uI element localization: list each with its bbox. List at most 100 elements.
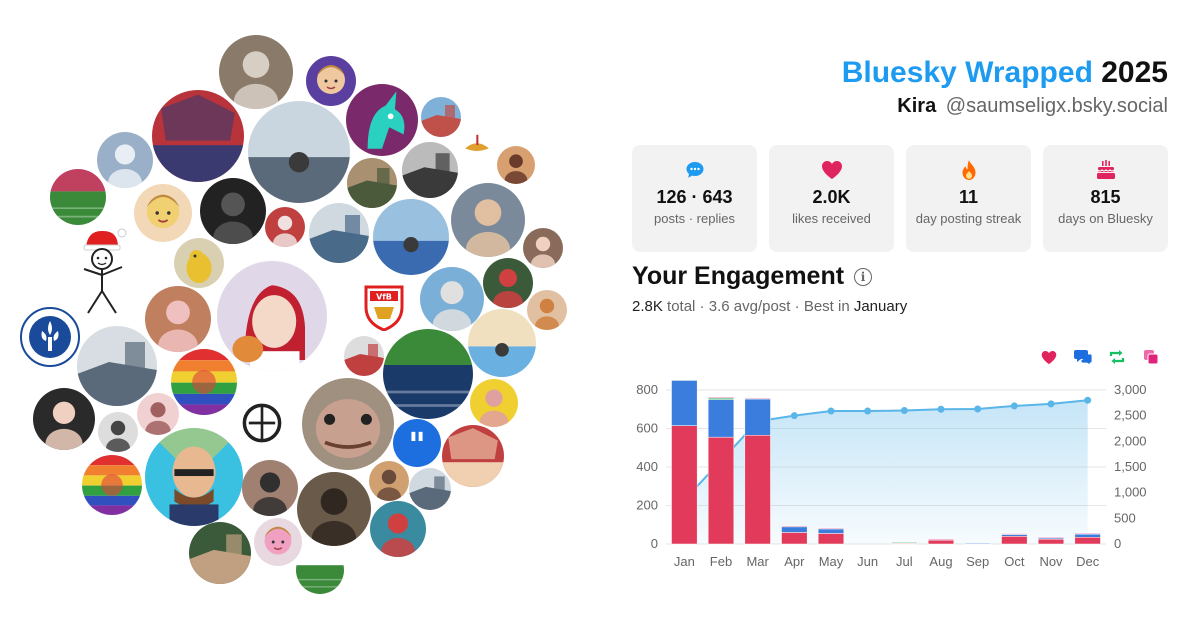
svg-text:VfB: VfB — [376, 293, 392, 302]
reply-icon[interactable] — [1074, 348, 1092, 366]
heart-icon[interactable] — [1040, 348, 1058, 366]
avatar[interactable] — [497, 146, 535, 184]
avatar[interactable] — [145, 286, 211, 352]
cumulative-point — [1047, 400, 1055, 408]
cumulative-point — [1084, 396, 1092, 404]
bar-likes — [927, 539, 955, 545]
avatar[interactable]: " — [393, 419, 441, 467]
club-crest-icon[interactable] — [20, 307, 80, 367]
x-tick-label: Sep — [966, 554, 989, 569]
user-line: Kira @saumseligx.bsky.social — [897, 95, 1168, 118]
avatar[interactable] — [297, 472, 371, 546]
avatar[interactable] — [77, 326, 157, 406]
avatar[interactable] — [460, 128, 494, 162]
avatar[interactable] — [200, 178, 266, 244]
avatar[interactable] — [306, 56, 356, 106]
brand-title: Bluesky Wrapped — [841, 56, 1093, 89]
y2-tick-label: 3,000 — [1114, 382, 1147, 397]
info-icon[interactable]: i — [854, 267, 873, 286]
avatar[interactable] — [483, 258, 533, 308]
club-crest-icon[interactable]: VfB — [362, 283, 406, 332]
stat-card-posts: 126 · 643 posts · replies — [632, 145, 757, 252]
avatar[interactable] — [137, 393, 179, 435]
repost-icon[interactable] — [1108, 348, 1126, 366]
bar-quotes — [781, 525, 808, 527]
y2-tick-label: 500 — [1114, 510, 1136, 525]
cumulative-point — [864, 407, 872, 415]
bar-likes — [671, 425, 698, 545]
avatar[interactable] — [134, 184, 192, 242]
avatar[interactable] — [402, 142, 458, 198]
x-tick-label: Nov — [1039, 554, 1063, 569]
quote-icon[interactable] — [1142, 348, 1160, 366]
avatar[interactable] — [302, 378, 394, 470]
avatar[interactable] — [97, 132, 153, 188]
avatar[interactable] — [370, 501, 426, 557]
avatar[interactable] — [346, 84, 418, 156]
bar-likes — [1001, 536, 1028, 545]
engagement-summary: 2.8K total · 3.6 avg/post · Best in Janu… — [632, 298, 908, 315]
avatar[interactable] — [421, 97, 461, 137]
avatar[interactable] — [468, 309, 536, 377]
avatar[interactable] — [265, 207, 305, 247]
y2-tick-label: 0 — [1114, 536, 1121, 551]
avatar[interactable] — [442, 425, 504, 487]
flame-icon — [906, 159, 1031, 181]
engagement-avg: 3.6 avg/post — [708, 298, 791, 315]
avatar[interactable] — [383, 329, 473, 419]
avatar[interactable] — [296, 546, 344, 594]
avatar[interactable] — [174, 238, 224, 288]
avatar[interactable] — [344, 336, 384, 376]
engagement-total-word: total — [667, 298, 696, 315]
avatar[interactable] — [347, 158, 397, 208]
avatar[interactable] — [219, 35, 293, 109]
stick-figure-icon[interactable] — [78, 225, 128, 317]
engagement-title: Your Engagement — [632, 262, 845, 290]
y-tick-label: 800 — [636, 382, 658, 397]
avatar[interactable] — [50, 169, 106, 225]
avatar[interactable] — [254, 518, 302, 566]
x-tick-label: Feb — [710, 554, 732, 569]
avatar[interactable] — [33, 388, 95, 450]
avatar[interactable] — [373, 199, 449, 275]
avatar[interactable] — [369, 461, 409, 501]
avatar[interactable] — [409, 468, 451, 510]
x-tick-label: Mar — [746, 554, 769, 569]
stat-label: day posting streak — [915, 211, 1022, 226]
user-handle: @saumseligx.bsky.social — [945, 95, 1168, 117]
stat-label: posts · replies — [654, 211, 735, 226]
avatar[interactable] — [240, 401, 284, 445]
avatar[interactable] — [98, 412, 138, 452]
stat-label: days on Bluesky — [1058, 211, 1153, 226]
x-tick-label: May — [819, 554, 844, 569]
y2-tick-label: 1,000 — [1114, 485, 1147, 500]
chart-legend — [1040, 348, 1160, 366]
x-tick-label: Jul — [896, 554, 913, 569]
avatar[interactable] — [152, 90, 244, 182]
avatar[interactable] — [309, 203, 369, 263]
bar-replies — [671, 380, 698, 426]
avatar[interactable] — [420, 267, 484, 331]
avatar[interactable] — [217, 261, 327, 371]
avatar[interactable] — [451, 183, 525, 257]
bar-likes — [707, 436, 735, 545]
engagement-total: 2.8K — [632, 298, 663, 315]
x-tick-label: Apr — [784, 554, 805, 569]
bar-likes — [1037, 538, 1065, 545]
avatar[interactable] — [189, 522, 251, 584]
bar-likes — [781, 532, 808, 545]
avatar[interactable] — [82, 455, 142, 515]
avatar[interactable] — [527, 290, 567, 330]
avatar[interactable] — [470, 379, 518, 427]
stat-value: 126 · 643 — [656, 187, 733, 207]
bar-quotes — [1074, 532, 1101, 535]
avatar[interactable] — [248, 101, 350, 203]
avatar[interactable] — [145, 428, 243, 526]
svg-text:": " — [408, 424, 426, 464]
y-tick-label: 400 — [636, 459, 658, 474]
bar-quotes — [927, 538, 955, 540]
heart-icon — [769, 159, 894, 181]
avatar[interactable] — [171, 349, 237, 415]
avatar[interactable] — [242, 460, 298, 516]
avatar[interactable] — [523, 228, 563, 268]
